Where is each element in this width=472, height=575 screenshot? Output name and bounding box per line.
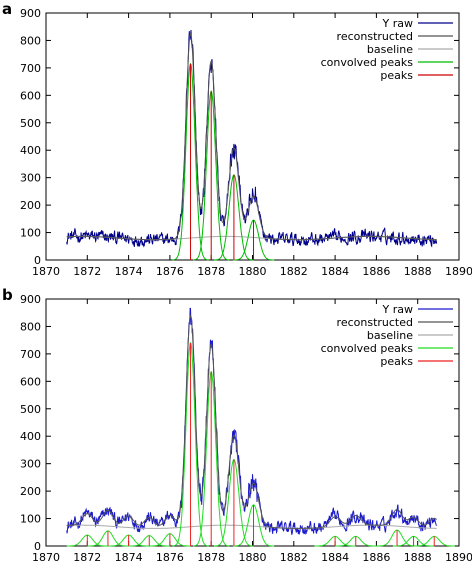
chart-b: 0 100 200 300 400 500 600 700 800 900 1870 1872 1874… <box>20 293 472 564</box>
x-tick-label: 1876 <box>156 551 184 564</box>
convolved-peak <box>66 534 108 547</box>
panel-label: a <box>2 0 13 18</box>
convolved-peak <box>193 90 230 261</box>
x-tick-label: 1882 <box>280 265 308 278</box>
y-tick-label: 0 <box>34 254 41 267</box>
convolved-peak <box>232 219 275 261</box>
y-tick-label: 500 <box>20 403 41 416</box>
y-tick-label: 0 <box>34 540 41 553</box>
x-tick-label: 1880 <box>239 551 267 564</box>
x-tick-label: 1884 <box>321 265 349 278</box>
legend-label: baseline <box>367 329 413 342</box>
y-tick-label: 100 <box>20 513 41 526</box>
series-reconstructed <box>66 32 437 241</box>
y-tick-label: 100 <box>20 227 41 240</box>
series-reconstructed <box>66 314 438 529</box>
legend-label: reconstructed <box>337 316 413 329</box>
y-tick-label: 900 <box>20 293 41 306</box>
x-tick-label: 1874 <box>115 551 143 564</box>
convolved-peak <box>193 370 230 547</box>
x-tick-label: 1872 <box>73 265 101 278</box>
y-tick-label: 600 <box>20 375 41 388</box>
legend-label: baseline <box>367 43 413 56</box>
panel-a: a 0 100 200 300 400 500 600 700 800 900 1870 1872 18… <box>0 0 472 286</box>
y-tick-label: 600 <box>20 89 41 102</box>
y-tick-label: 500 <box>20 117 41 130</box>
convolved-peak <box>107 534 150 547</box>
x-tick-label: 1886 <box>362 265 390 278</box>
legend-label: reconstructed <box>337 30 413 43</box>
x-tick-label: 1884 <box>321 551 349 564</box>
y-tick-label: 700 <box>20 348 41 361</box>
y-tick-label: 900 <box>20 7 41 20</box>
x-tick-label: 1880 <box>239 265 267 278</box>
legend-label: Y raw <box>382 17 413 30</box>
x-tick-label: 1874 <box>115 265 143 278</box>
x-tick-label: 1886 <box>362 551 390 564</box>
y-tick-label: 300 <box>20 458 41 471</box>
x-tick-label: 1882 <box>280 551 308 564</box>
x-tick-label: 1890 <box>445 265 472 278</box>
x-tick-label: 1872 <box>73 551 101 564</box>
x-tick-label: 1890 <box>445 551 472 564</box>
chart-a: 0 100 200 300 400 500 600 700 800 900 1870 1872 1874… <box>20 7 472 278</box>
legend-label: peaks <box>380 355 413 368</box>
x-tick-label: 1888 <box>404 551 432 564</box>
convolved-peak <box>87 530 129 547</box>
x-tick-label: 1870 <box>32 265 60 278</box>
panel-label: b <box>2 286 13 304</box>
y-tick-label: 700 <box>20 62 41 75</box>
series-y-raw <box>66 29 438 248</box>
x-tick-label: 1870 <box>32 551 60 564</box>
y-tick-label: 200 <box>20 199 41 212</box>
y-tick-label: 200 <box>20 485 41 498</box>
y-tick-label: 800 <box>20 320 41 333</box>
convolved-peak <box>232 504 275 547</box>
y-tick-label: 400 <box>20 144 41 157</box>
legend-label: convolved peaks <box>321 342 414 355</box>
x-tick-label: 1888 <box>404 265 432 278</box>
panel-b: b 0 100 200 300 400 500 600 700 800 900 1870 1872 18… <box>0 286 472 571</box>
convolved-peak <box>214 174 254 261</box>
convolved-peak <box>172 341 209 547</box>
x-tick-label: 1876 <box>156 265 184 278</box>
legend-label: peaks <box>380 69 413 82</box>
y-tick-label: 400 <box>20 430 41 443</box>
y-tick-label: 800 <box>20 34 41 47</box>
legend-label: Y raw <box>382 303 413 316</box>
y-tick-label: 300 <box>20 172 41 185</box>
x-tick-label: 1878 <box>197 265 225 278</box>
legend-label: convolved peaks <box>321 56 414 69</box>
x-tick-label: 1878 <box>197 551 225 564</box>
